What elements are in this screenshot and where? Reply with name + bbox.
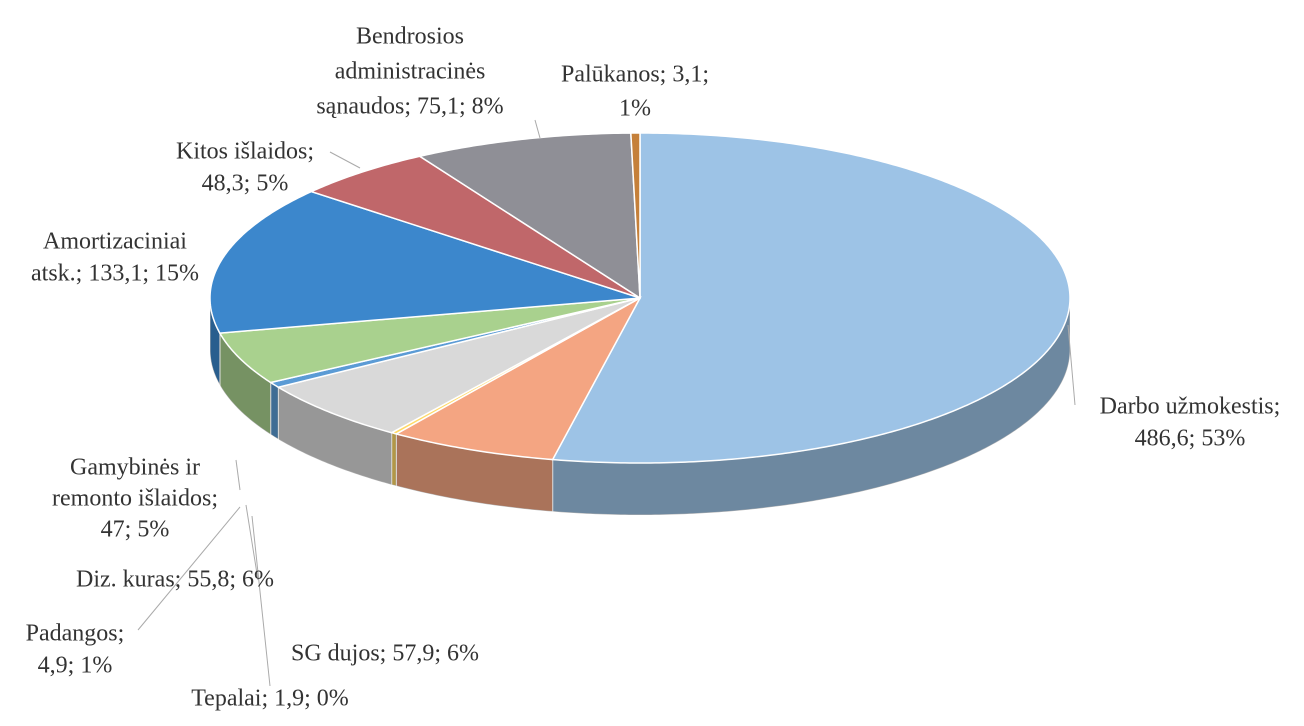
data-label: Bendrosios (356, 24, 464, 50)
leader-line (329, 151, 361, 169)
data-label: Darbo užmokestis; (1100, 394, 1281, 420)
data-label: Kitos išlaidos; (176, 139, 314, 165)
data-label: 48,3; 5% (202, 171, 289, 197)
slice-side-shade (396, 433, 553, 512)
slice-side-shade (391, 432, 397, 486)
data-label: atsk.; 133,1; 15% (31, 261, 199, 287)
slice-side-shade (278, 387, 392, 485)
leader-line (534, 119, 541, 139)
slice (630, 132, 641, 299)
data-label: administracinės (335, 59, 486, 85)
data-label: 1% (619, 96, 651, 122)
slice (309, 155, 641, 299)
slice-side-shade (210, 298, 220, 386)
slice (417, 132, 641, 300)
data-label: SG dujos; 57,9; 6% (291, 641, 479, 667)
data-label: Gamybinės ir (70, 455, 200, 481)
slice (551, 132, 1071, 464)
leader-line (251, 515, 271, 687)
data-label: Palūkanos; 3,1; (561, 62, 709, 88)
data-label: Diz. kuras; 55,8; 6% (76, 567, 274, 593)
leader-line (137, 506, 241, 631)
slice-side-shade (270, 382, 279, 440)
data-label: remonto išlaidos; (52, 486, 218, 512)
data-label: Tepalai; 1,9; 0% (191, 686, 349, 712)
leader-line (245, 504, 259, 581)
data-label: sąnaudos; 75,1; 8% (316, 94, 503, 120)
data-label: Padangos; (26, 621, 125, 647)
data-label: 4,9; 1% (38, 653, 113, 679)
slice-side-shade (219, 333, 271, 435)
slice (218, 297, 641, 384)
data-label: 486,6; 53% (1135, 426, 1246, 452)
leader-line (235, 459, 241, 491)
leader-line (1067, 324, 1076, 406)
data-label: Amortizaciniai (43, 229, 187, 255)
slice-side-shade (552, 298, 1070, 515)
data-label: 47; 5% (101, 517, 170, 543)
slice (209, 190, 641, 334)
slice (394, 296, 642, 461)
slice (276, 297, 641, 434)
